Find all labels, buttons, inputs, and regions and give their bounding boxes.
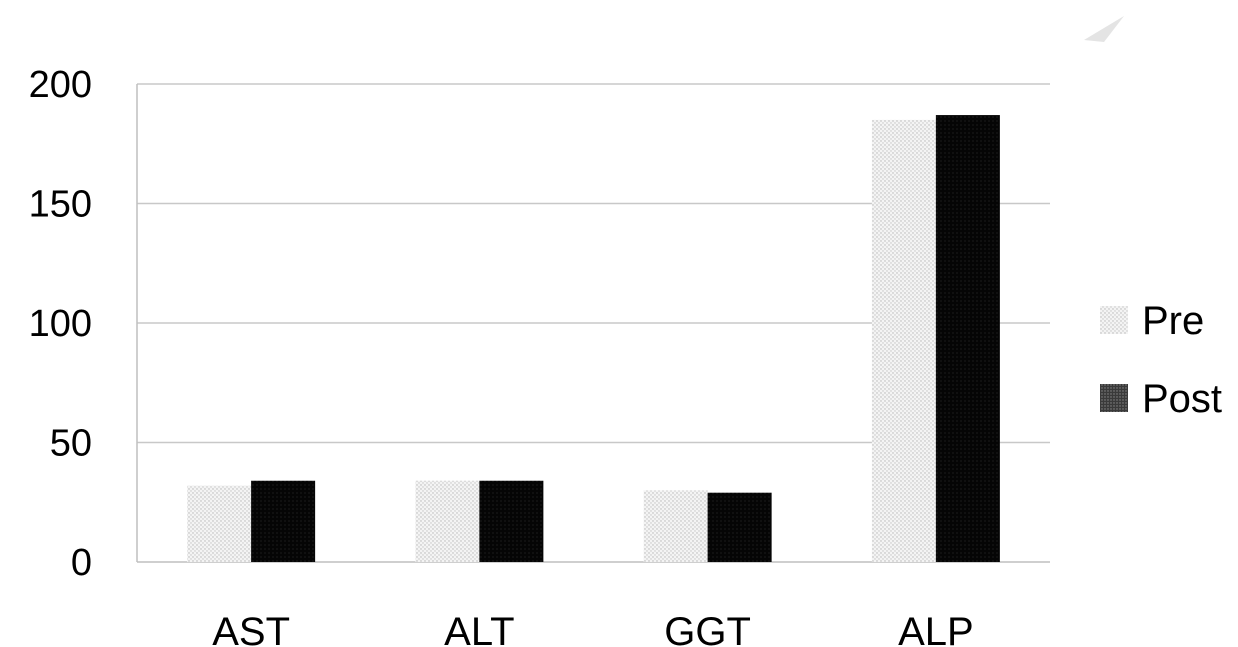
x-category-labels: AST ALT GGT ALP (212, 610, 973, 647)
bar-post-alt (479, 480, 544, 562)
x-category-label: ALP (898, 610, 974, 647)
y-tick-label: 200 (29, 64, 92, 106)
bar-post-ggt (707, 492, 772, 562)
bar-post-alp (935, 115, 1000, 562)
y-tick-label: 100 (29, 303, 92, 345)
bar-pre-alp (871, 119, 936, 562)
legend-label-pre: Pre (1142, 299, 1204, 343)
x-category-label: GGT (664, 610, 751, 647)
x-category-label: AST (212, 610, 290, 647)
legend-swatch-post (1100, 384, 1128, 412)
bars (187, 115, 1000, 562)
legend-label-post: Post (1142, 377, 1222, 421)
bar-post-ast (251, 480, 316, 562)
legend-swatch-pre (1100, 306, 1128, 334)
y-tick-label: 150 (29, 184, 92, 226)
legend: Pre Post (1100, 299, 1222, 421)
bar-pre-alt (415, 480, 480, 562)
y-tick-label: 0 (71, 542, 92, 584)
y-tick-label: 50 (50, 423, 92, 465)
y-tick-labels: 0 50 100 150 200 (29, 64, 92, 584)
x-category-label: ALT (444, 610, 514, 647)
corner-mark-icon (1084, 16, 1124, 42)
bar-pre-ast (187, 485, 252, 562)
bar-pre-ggt (643, 490, 708, 562)
